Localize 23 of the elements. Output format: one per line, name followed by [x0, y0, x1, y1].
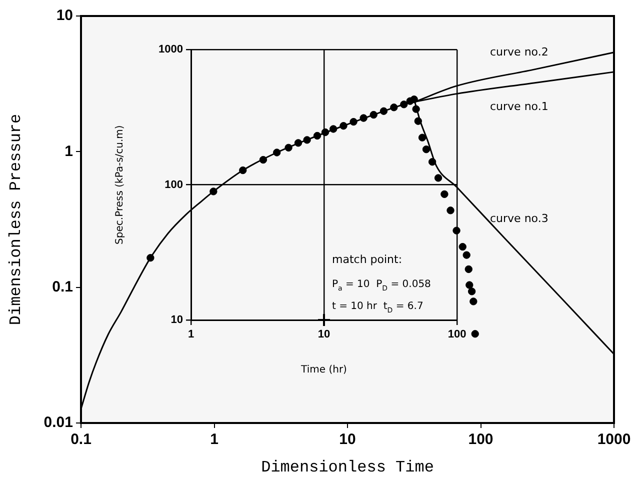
- y-tick-label: 0.1: [52, 278, 73, 296]
- x-tick-label: 1000: [597, 431, 631, 448]
- y-tick-label: 10: [56, 7, 73, 24]
- y-axis-title: Spec.Press (kPa-s/cu.m): [114, 125, 126, 244]
- x-tick-label: 100: [468, 431, 494, 448]
- x-tick-label: 100: [448, 328, 466, 341]
- x-tick-label: 0.1: [70, 431, 92, 448]
- series-label: curve no.3: [490, 212, 548, 225]
- y-axis-title: Dimensionless Pressure: [6, 114, 25, 326]
- x-tick-label: 1: [210, 431, 218, 448]
- y-tick-label: 1: [64, 142, 73, 160]
- x-axis-title: Time (hr): [300, 364, 348, 376]
- x-tick-label: 10: [339, 431, 356, 448]
- series-label: curve no.1: [490, 100, 548, 113]
- x-tick-label: 1: [188, 328, 194, 341]
- series-label: curve no.2: [490, 45, 548, 58]
- x-tick-label: 10: [318, 328, 330, 341]
- y-tick-label: 1000: [158, 44, 183, 56]
- y-tick-label: 100: [164, 178, 183, 191]
- y-tick-label: 0.01: [44, 414, 73, 432]
- y-tick-label: 10: [170, 314, 183, 326]
- annotation: match point:: [332, 253, 402, 266]
- x-axis-title: Dimensionless Time: [261, 458, 434, 477]
